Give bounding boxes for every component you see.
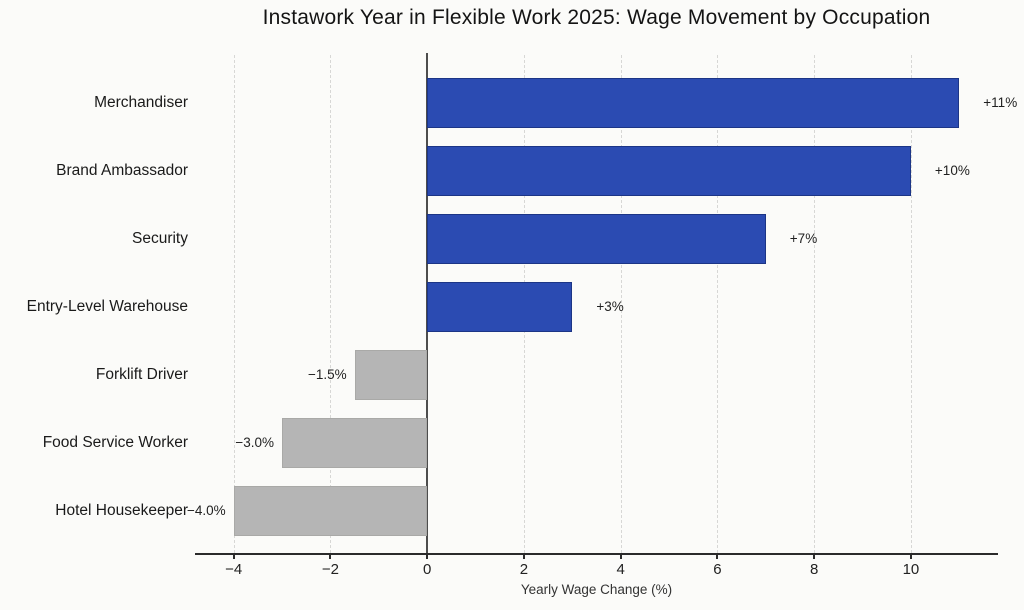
x-tick-mark bbox=[813, 553, 816, 559]
gridline bbox=[814, 55, 816, 553]
x-tick-label: 2 bbox=[519, 561, 529, 578]
x-tick-label: −2 bbox=[321, 561, 339, 578]
category-label: Merchandiser bbox=[94, 94, 188, 111]
category-label: Hotel Housekeeper bbox=[55, 502, 188, 519]
bar-value-label: +7% bbox=[789, 231, 818, 246]
gridline bbox=[330, 55, 332, 553]
gridline bbox=[717, 55, 719, 553]
bar-value-label: +10% bbox=[934, 163, 970, 178]
x-tick-mark bbox=[426, 553, 429, 559]
bar bbox=[427, 214, 766, 264]
bar bbox=[282, 418, 428, 468]
x-tick-mark bbox=[232, 553, 235, 559]
category-label: Brand Ambassador bbox=[56, 162, 188, 179]
x-tick-mark bbox=[619, 553, 622, 559]
bar bbox=[233, 486, 428, 536]
category-label: Food Service Worker bbox=[42, 434, 188, 451]
x-tick-mark bbox=[329, 553, 332, 559]
category-label: Entry-Level Warehouse bbox=[26, 298, 188, 315]
x-axis-label: Yearly Wage Change (%) bbox=[520, 582, 673, 597]
plot-area bbox=[195, 53, 998, 555]
x-tick-mark bbox=[716, 553, 719, 559]
x-tick-label: −4 bbox=[225, 561, 243, 578]
bar bbox=[427, 282, 573, 332]
x-tick-label: 8 bbox=[810, 561, 819, 578]
bar bbox=[427, 146, 911, 196]
bar-value-label: +11% bbox=[983, 95, 1018, 110]
x-tick-mark bbox=[522, 553, 525, 559]
gridline bbox=[620, 55, 622, 553]
x-tick-label: 10 bbox=[902, 561, 920, 578]
chart-title: Instawork Year in Flexible Work 2025: Wa… bbox=[262, 6, 931, 29]
gridline bbox=[233, 55, 235, 553]
bar bbox=[427, 78, 960, 128]
bar-value-label: −4.0% bbox=[187, 503, 226, 518]
category-label: Security bbox=[132, 230, 188, 247]
bar-value-label: −1.5% bbox=[307, 367, 347, 382]
x-tick-label: 4 bbox=[616, 561, 625, 578]
bar bbox=[354, 350, 428, 400]
x-tick-mark bbox=[909, 553, 912, 559]
bar-value-label: +3% bbox=[596, 299, 624, 314]
bar-value-label: −3.0% bbox=[235, 435, 275, 450]
x-tick-label: 6 bbox=[713, 561, 722, 578]
x-tick-label: 0 bbox=[423, 561, 432, 578]
category-label: Forklift Driver bbox=[95, 366, 188, 383]
gridline bbox=[910, 55, 912, 553]
